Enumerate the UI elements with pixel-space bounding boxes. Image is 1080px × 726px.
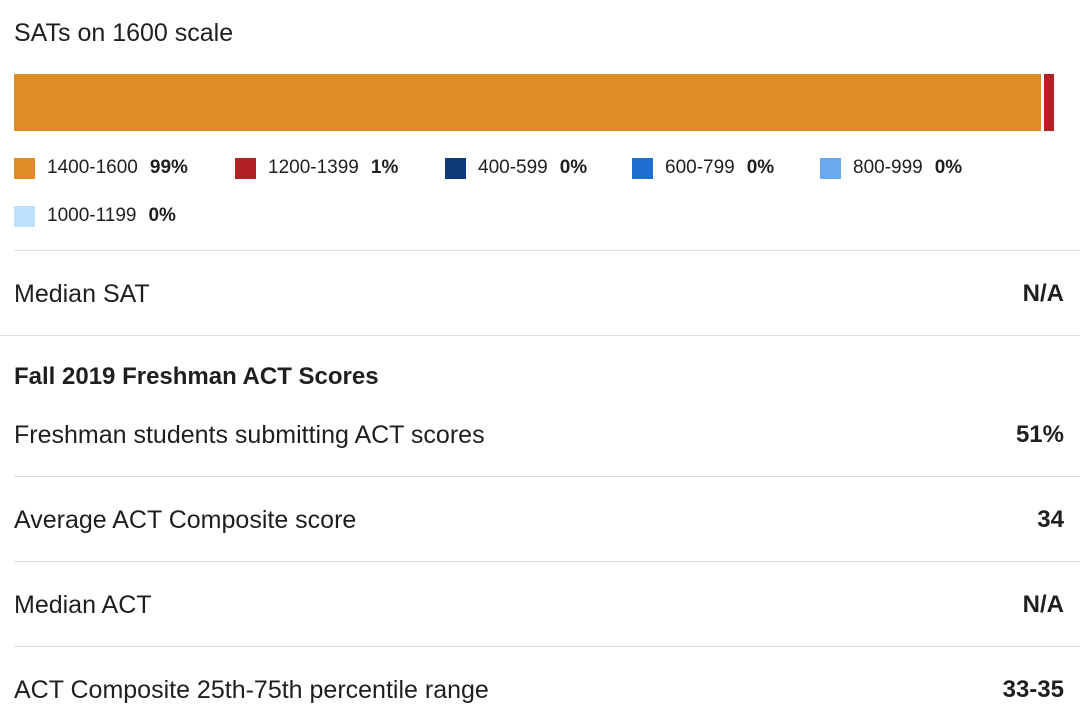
act-section-title: Fall 2019 Freshman ACT Scores (14, 363, 379, 390)
median-sat-value: N/A (1022, 280, 1064, 307)
legend-percent: 0% (559, 157, 588, 178)
legend-item-400-599: 400-599 0% (445, 150, 587, 186)
legend-percent: 1% (370, 157, 399, 178)
sat-distribution-bar (14, 74, 1054, 131)
act-range-value: 33-35 (1002, 676, 1064, 703)
bar-segment-1200-1399[interactable] (1044, 74, 1054, 131)
legend-percent: 0% (934, 157, 963, 178)
divider (14, 250, 1080, 251)
divider (14, 646, 1080, 647)
legend-item-1400-1600: 1400-1600 99% (14, 150, 188, 186)
legend-swatch (632, 157, 653, 179)
legend-percent: 0% (746, 157, 775, 178)
legend-percent: 99% (149, 157, 188, 178)
sat-chart-title: SATs on 1600 scale (14, 19, 234, 47)
legend-percent: 0% (148, 205, 176, 226)
legend-range: 1200-1399 (268, 157, 359, 178)
legend-swatch (14, 205, 35, 227)
median-sat-label: Median SAT (14, 280, 150, 308)
legend-range: 800-999 (853, 157, 923, 178)
legend-range: 1000-1199 (47, 205, 137, 226)
divider (14, 476, 1080, 477)
act-average-value: 34 (1037, 506, 1064, 533)
legend-swatch (14, 157, 35, 179)
legend-swatch (820, 157, 841, 179)
legend-item-1200-1399: 1200-1399 1% (235, 150, 398, 186)
legend-swatch (235, 157, 256, 179)
act-submitting-label: Freshman students submitting ACT scores (14, 421, 485, 449)
act-submitting-value: 51% (1015, 421, 1064, 448)
bar-segment-gap (1041, 74, 1044, 131)
bar-segment-1400-1600[interactable] (14, 74, 1041, 131)
legend-swatch (445, 157, 466, 179)
legend-item-800-999: 800-999 0% (820, 150, 962, 186)
legend-item-1000-1199: 1000-1199 0% (14, 198, 176, 234)
act-average-label: Average ACT Composite score (14, 506, 357, 534)
section-divider (0, 335, 1080, 336)
legend-range: 400-599 (478, 157, 548, 178)
legend-range: 1400-1600 (47, 157, 138, 178)
divider (14, 561, 1080, 562)
legend-range: 600-799 (665, 157, 735, 178)
act-median-label: Median ACT (14, 591, 152, 619)
act-range-label: ACT Composite 25th-75th percentile range (14, 676, 489, 704)
legend-item-600-799: 600-799 0% (632, 150, 774, 186)
act-median-value: N/A (1022, 591, 1064, 618)
